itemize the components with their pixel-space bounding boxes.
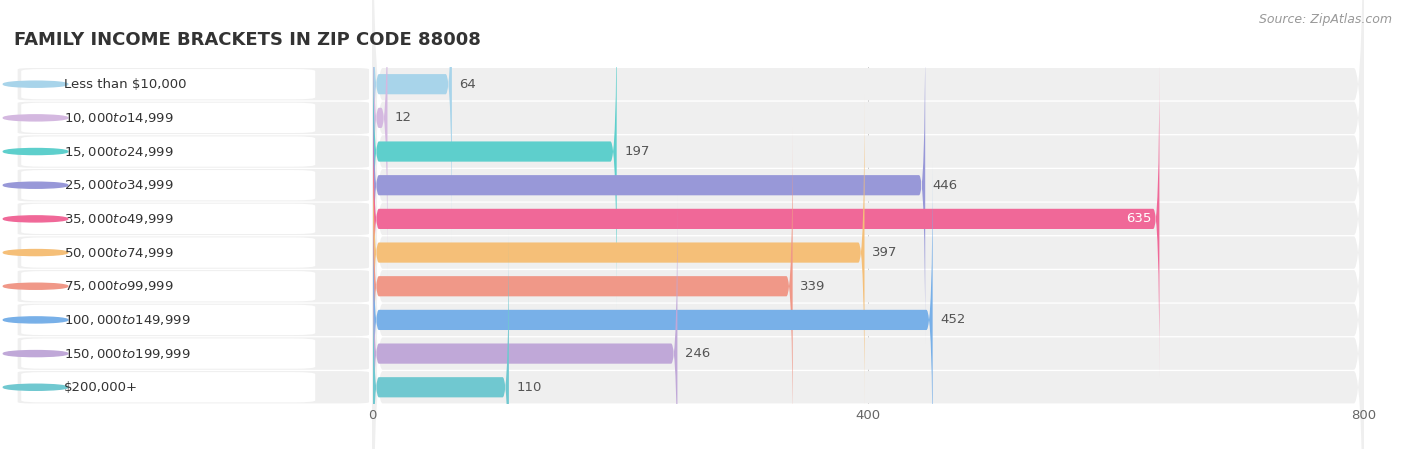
FancyBboxPatch shape xyxy=(21,69,315,99)
Text: 110: 110 xyxy=(516,381,541,394)
Text: 452: 452 xyxy=(941,313,966,326)
Circle shape xyxy=(3,216,67,222)
FancyBboxPatch shape xyxy=(373,0,1364,338)
Text: $25,000 to $34,999: $25,000 to $34,999 xyxy=(65,178,174,192)
FancyBboxPatch shape xyxy=(373,195,678,449)
FancyBboxPatch shape xyxy=(21,305,315,335)
FancyBboxPatch shape xyxy=(373,128,793,445)
FancyBboxPatch shape xyxy=(21,170,315,200)
FancyBboxPatch shape xyxy=(373,0,388,276)
FancyBboxPatch shape xyxy=(18,338,368,370)
Text: $10,000 to $14,999: $10,000 to $14,999 xyxy=(65,111,174,125)
FancyBboxPatch shape xyxy=(21,238,315,268)
FancyBboxPatch shape xyxy=(373,33,1364,449)
FancyBboxPatch shape xyxy=(21,372,315,402)
Text: 197: 197 xyxy=(624,145,650,158)
Text: $100,000 to $149,999: $100,000 to $149,999 xyxy=(65,313,191,327)
Text: $150,000 to $199,999: $150,000 to $199,999 xyxy=(65,347,191,361)
FancyBboxPatch shape xyxy=(373,101,1364,449)
Text: $35,000 to $49,999: $35,000 to $49,999 xyxy=(65,212,174,226)
Circle shape xyxy=(3,182,67,188)
FancyBboxPatch shape xyxy=(373,0,617,310)
FancyBboxPatch shape xyxy=(373,66,1364,449)
FancyBboxPatch shape xyxy=(18,68,368,101)
Text: 246: 246 xyxy=(685,347,710,360)
FancyBboxPatch shape xyxy=(18,169,368,201)
Text: Source: ZipAtlas.com: Source: ZipAtlas.com xyxy=(1258,13,1392,26)
FancyBboxPatch shape xyxy=(373,0,1364,449)
Text: FAMILY INCOME BRACKETS IN ZIP CODE 88008: FAMILY INCOME BRACKETS IN ZIP CODE 88008 xyxy=(14,31,481,49)
Text: $75,000 to $99,999: $75,000 to $99,999 xyxy=(65,279,174,293)
FancyBboxPatch shape xyxy=(18,135,368,167)
FancyBboxPatch shape xyxy=(373,162,932,449)
FancyBboxPatch shape xyxy=(373,27,925,343)
Text: $200,000+: $200,000+ xyxy=(65,381,138,394)
Circle shape xyxy=(3,250,67,255)
Circle shape xyxy=(3,384,67,390)
Text: $15,000 to $24,999: $15,000 to $24,999 xyxy=(65,145,174,158)
Circle shape xyxy=(3,283,67,289)
Text: 397: 397 xyxy=(872,246,897,259)
FancyBboxPatch shape xyxy=(373,0,1364,449)
FancyBboxPatch shape xyxy=(18,236,368,269)
FancyBboxPatch shape xyxy=(373,0,451,242)
FancyBboxPatch shape xyxy=(373,0,1364,371)
Text: 446: 446 xyxy=(932,179,957,192)
Circle shape xyxy=(3,115,67,121)
FancyBboxPatch shape xyxy=(18,371,368,403)
Circle shape xyxy=(3,317,67,323)
FancyBboxPatch shape xyxy=(373,61,1160,377)
Text: 12: 12 xyxy=(395,111,412,124)
FancyBboxPatch shape xyxy=(18,202,368,235)
FancyBboxPatch shape xyxy=(21,103,315,133)
FancyBboxPatch shape xyxy=(18,304,368,336)
Text: 635: 635 xyxy=(1126,212,1152,225)
Text: 64: 64 xyxy=(460,78,477,91)
FancyBboxPatch shape xyxy=(21,271,315,301)
FancyBboxPatch shape xyxy=(373,0,1364,405)
FancyBboxPatch shape xyxy=(21,339,315,369)
FancyBboxPatch shape xyxy=(373,134,1364,449)
Text: 339: 339 xyxy=(800,280,825,293)
FancyBboxPatch shape xyxy=(373,94,865,411)
FancyBboxPatch shape xyxy=(18,101,368,134)
Circle shape xyxy=(3,81,67,87)
Circle shape xyxy=(3,149,67,154)
Text: $50,000 to $74,999: $50,000 to $74,999 xyxy=(65,246,174,260)
FancyBboxPatch shape xyxy=(21,204,315,234)
FancyBboxPatch shape xyxy=(18,270,368,303)
Circle shape xyxy=(3,351,67,357)
FancyBboxPatch shape xyxy=(373,0,1364,438)
FancyBboxPatch shape xyxy=(373,229,509,449)
FancyBboxPatch shape xyxy=(21,136,315,167)
Text: Less than $10,000: Less than $10,000 xyxy=(65,78,187,91)
